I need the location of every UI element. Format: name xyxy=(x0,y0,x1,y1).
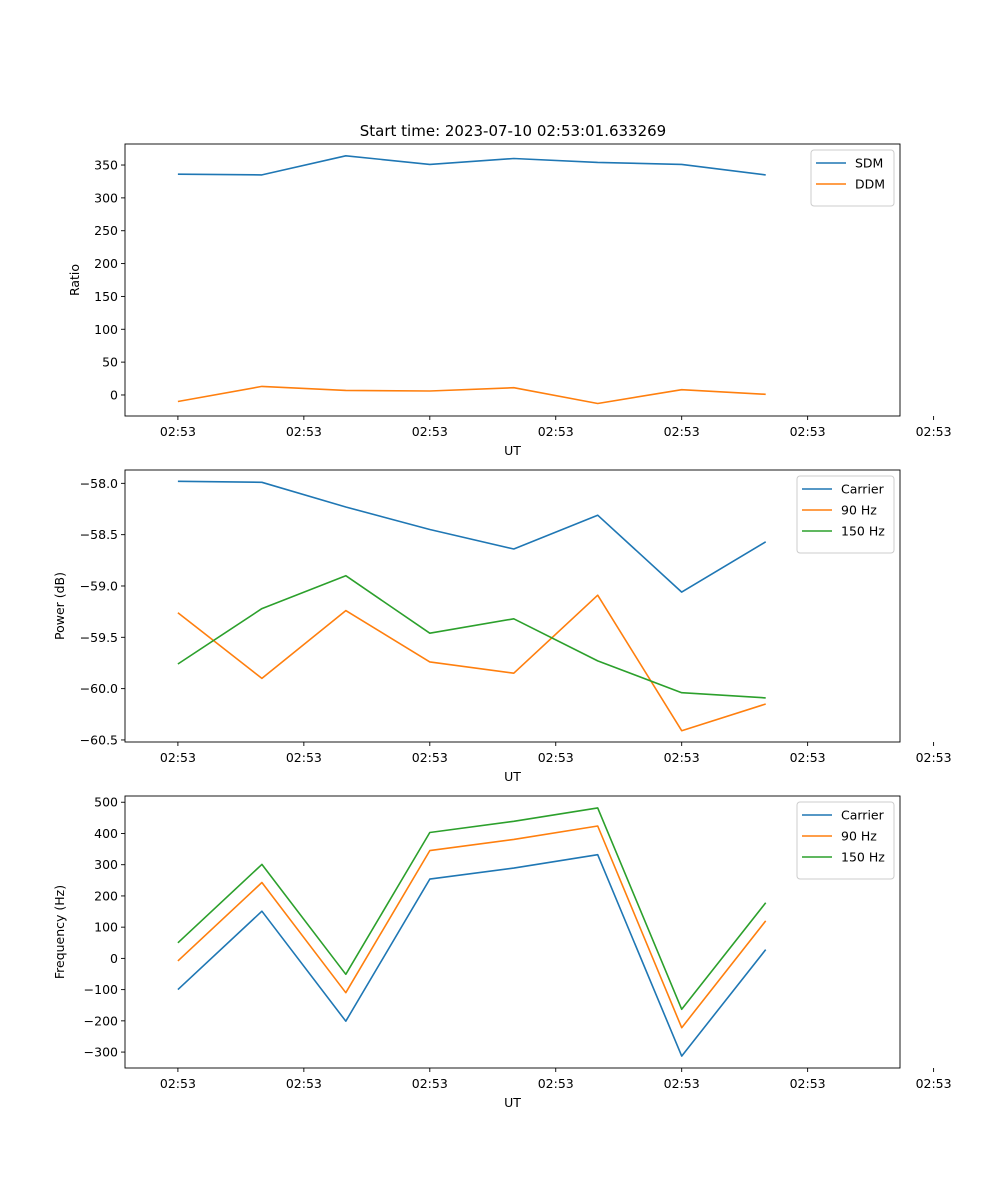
x-tick-label: 02:53 xyxy=(538,1076,574,1091)
y-tick-label: 350 xyxy=(94,158,118,173)
y-tick-label: 50 xyxy=(102,355,118,370)
y-tick-label: 200 xyxy=(94,256,118,271)
y-axis-label: Ratio xyxy=(67,264,82,296)
figure-title: Start time: 2023-07-10 02:53:01.633269 xyxy=(360,122,666,140)
y-tick-label: 150 xyxy=(94,289,118,304)
axes-frame xyxy=(124,795,901,1069)
series-line-90-hz xyxy=(177,594,766,732)
legend-box xyxy=(796,801,895,880)
legend-label: Carrier xyxy=(841,808,885,823)
series-line-150-hz xyxy=(177,574,766,699)
x-tick-label: 02:53 xyxy=(160,424,196,439)
series-line-sdm xyxy=(177,155,766,176)
x-tick-label: 02:53 xyxy=(160,1076,196,1091)
x-axis-label: UT xyxy=(504,1095,521,1110)
legend-box xyxy=(810,149,895,207)
x-axis-label: UT xyxy=(504,443,521,458)
y-tick-label: −60.0 xyxy=(80,681,118,696)
legend: SDM DDM xyxy=(810,149,895,207)
legend-label: Carrier xyxy=(841,482,885,497)
x-tick-label: 02:53 xyxy=(664,1076,700,1091)
x-tick-label: 02:53 xyxy=(916,1076,952,1091)
y-tick-label: 0 xyxy=(110,951,118,966)
y-tick-label: −59.0 xyxy=(80,578,118,593)
legend: Carrier 90 Hz 150 Hz xyxy=(796,801,895,880)
chart-panel-1: 02:5302:5302:5302:5302:5302:5302:5302:54… xyxy=(67,143,952,458)
y-tick-label: 100 xyxy=(94,322,118,337)
series-line-150-hz xyxy=(177,807,767,1011)
y-tick-label: 300 xyxy=(94,190,118,205)
series-line-carrier xyxy=(177,480,767,593)
legend-label: 90 Hz xyxy=(841,503,877,518)
x-tick-label: 02:53 xyxy=(412,424,448,439)
series-line-90-hz xyxy=(177,825,767,1029)
x-tick-label: 02:53 xyxy=(538,750,574,765)
legend-label: 150 Hz xyxy=(841,850,885,865)
x-tick-label: 02:53 xyxy=(286,750,322,765)
chart-panel-2: 02:5302:5302:5302:5302:5302:5302:5302:54… xyxy=(52,469,952,784)
x-tick-label: 02:53 xyxy=(790,1076,826,1091)
x-tick-label: 02:53 xyxy=(160,750,196,765)
y-tick-label: 250 xyxy=(94,223,118,238)
x-tick-label: 02:53 xyxy=(286,1076,322,1091)
y-axis-label: Power (dB) xyxy=(52,572,67,640)
x-axis-label: UT xyxy=(504,769,521,784)
x-tick-label: 02:53 xyxy=(790,424,826,439)
legend: Carrier 90 Hz 150 Hz xyxy=(796,475,895,554)
series-line-ddm xyxy=(177,385,766,405)
y-tick-label: −59.5 xyxy=(80,630,118,645)
x-tick-label: 02:53 xyxy=(916,750,952,765)
x-tick-label: 02:53 xyxy=(664,424,700,439)
series-line-carrier xyxy=(177,853,767,1057)
legend-label: 90 Hz xyxy=(841,829,877,844)
y-tick-label: −60.5 xyxy=(80,732,118,747)
legend-label: SDM xyxy=(855,156,883,171)
x-tick-label: 02:53 xyxy=(538,424,574,439)
y-tick-label: −300 xyxy=(84,1045,118,1060)
legend-box xyxy=(796,475,895,554)
x-tick-label: 02:53 xyxy=(412,750,448,765)
x-tick-label: 02:53 xyxy=(412,1076,448,1091)
x-tick-label: 02:53 xyxy=(790,750,826,765)
y-tick-label: −100 xyxy=(84,982,118,997)
y-tick-label: 400 xyxy=(94,826,118,841)
y-tick-label: −200 xyxy=(84,1013,118,1028)
y-tick-label: −58.0 xyxy=(80,476,118,491)
axes-frame xyxy=(124,469,901,743)
x-tick-label: 02:53 xyxy=(664,750,700,765)
y-tick-label: 200 xyxy=(94,888,118,903)
y-tick-label: −58.5 xyxy=(80,527,118,542)
axes-frame xyxy=(124,143,901,417)
y-tick-label: 0 xyxy=(110,387,118,402)
y-tick-label: 100 xyxy=(94,920,118,935)
y-tick-label: 300 xyxy=(94,857,118,872)
chart-panel-3: 02:5302:5302:5302:5302:5302:5302:5302:54… xyxy=(52,795,952,1110)
legend-label: 150 Hz xyxy=(841,524,885,539)
x-tick-label: 02:53 xyxy=(286,424,322,439)
x-tick-label: 02:53 xyxy=(916,424,952,439)
y-axis-label: Frequency (Hz) xyxy=(52,885,67,979)
legend-label: DDM xyxy=(855,177,885,192)
y-tick-label: 500 xyxy=(94,795,118,810)
